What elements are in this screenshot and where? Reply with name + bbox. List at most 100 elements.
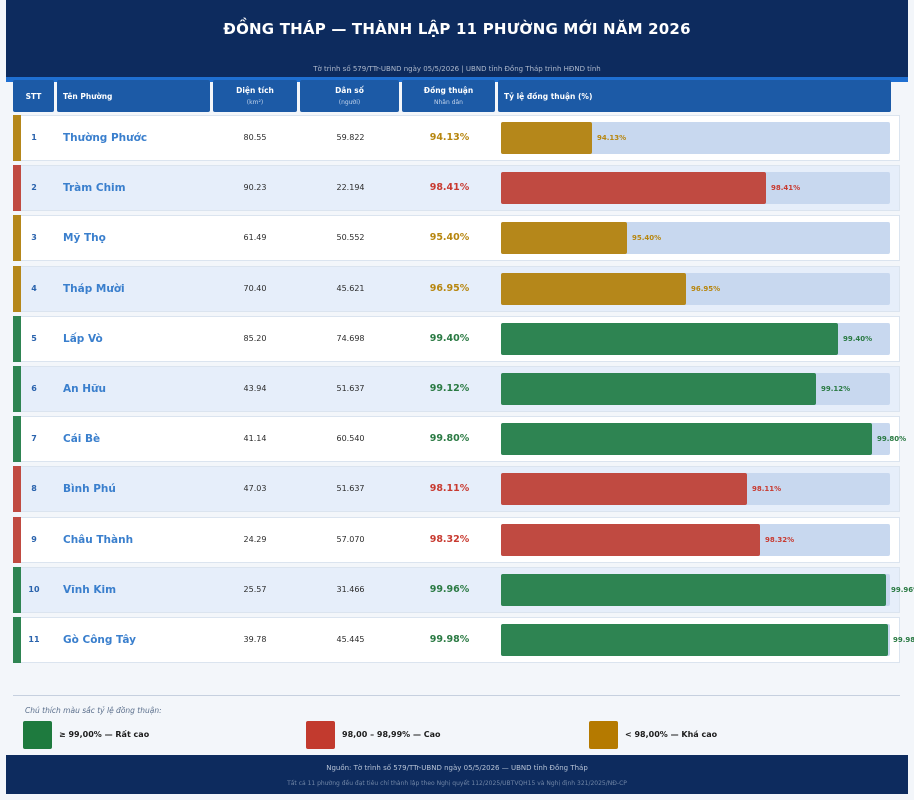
ward-name: Châu Thành [63, 533, 134, 546]
legend-label-high: 98,00 – 98,99% — Cao [342, 730, 441, 739]
column-header-consent: Đồng thuận Nhân dân [402, 80, 495, 112]
table-row: 7 Cái Bè 41.14 60.540 99.80% 99.80% [13, 416, 906, 463]
rate-bar [501, 523, 760, 556]
consent-rate: 95.40% [429, 232, 470, 244]
column-header-population: Dân số (người) [300, 80, 399, 112]
ward-name: Thường Phước [63, 132, 148, 144]
consent-rate: 99.40% [429, 332, 470, 344]
ward-population: 50.552 [336, 233, 365, 243]
footer-banner: Nguồn: Tờ trình số 579/TTr-UBND ngày 05/… [6, 755, 908, 794]
row-index: 1 [31, 133, 37, 142]
row-tier-stripe [13, 215, 21, 262]
ward-population: 74.698 [336, 333, 365, 343]
rate-bar-track: 99.98% [501, 624, 914, 656]
ward-area: 80.55 [243, 133, 267, 142]
consent-rate: 94.13% [429, 132, 470, 143]
row-index: 2 [31, 183, 37, 193]
legend-label-very-high: ≥ 99,00% — Rất cao [59, 730, 150, 739]
rate-bar-track: 96.95% [501, 272, 890, 305]
rate-bar-track: 98.32% [501, 523, 890, 556]
ward-name: Tràm Chim [63, 182, 126, 195]
table-row: 1 Thường Phước 80.55 59.822 94.13% 94.13% [13, 115, 900, 161]
table-row: 10 Vĩnh Kim 25.57 31.466 99.96% 99.96% [13, 566, 914, 613]
rate-bar [501, 373, 816, 405]
ward-area: 90.23 [243, 183, 267, 193]
ward-area: 85.20 [243, 333, 267, 343]
row-index: 9 [31, 534, 37, 544]
row-tier-stripe [13, 516, 21, 563]
rate-bar-label: 95.40% [632, 234, 662, 243]
rate-bar-label: 94.13% [597, 134, 627, 142]
legend-label-fair: < 98,00% — Khá cao [625, 730, 718, 739]
rate-bar [501, 172, 766, 205]
column-header-name: Tên Phường [57, 80, 210, 112]
rate-bar-label: 99.96% [891, 585, 914, 594]
table-row: 4 Tháp Mười 70.40 45.621 96.95% 96.95% [13, 265, 900, 312]
footer-note: Tất cả 11 phường đều đạt tiêu chí thành … [287, 780, 627, 787]
legend-divider [13, 695, 900, 696]
rate-bar-label: 98.32% [765, 535, 795, 544]
row-index: 7 [31, 434, 37, 444]
ward-area: 47.03 [243, 484, 267, 494]
rate-bar-track: 94.13% [501, 122, 890, 154]
ward-name: Tháp Mười [63, 282, 125, 295]
row-tier-stripe [13, 466, 21, 513]
ward-name: Mỹ Thọ [63, 232, 106, 245]
table-row: 3 Mỹ Thọ 61.49 50.552 95.40% 95.40% [13, 215, 900, 262]
rate-bar-label: 98.41% [771, 184, 801, 193]
ward-population: 51.637 [336, 384, 365, 393]
row-index: 3 [31, 233, 37, 243]
table-row: 9 Châu Thành 24.29 57.070 98.32% 98.32% [13, 516, 900, 563]
row-tier-stripe [13, 165, 21, 212]
ward-population: 22.194 [336, 183, 365, 193]
ward-population: 59.822 [336, 133, 365, 142]
legend-swatch-fair [589, 721, 618, 749]
rate-bar-track: 99.12% [501, 373, 890, 405]
column-header-area-label: Diện tích [236, 86, 274, 95]
ward-area: 70.40 [243, 283, 267, 293]
column-header-population-label: Dân số [335, 86, 364, 95]
ward-area: 24.29 [243, 534, 267, 544]
row-tier-stripe [13, 265, 21, 312]
ward-area: 61.49 [243, 233, 267, 243]
rate-bar-track: 98.41% [501, 172, 890, 205]
ward-population: 57.070 [336, 534, 365, 544]
column-header-consent-unit: Nhân dân [434, 99, 463, 106]
rate-bar-track: 98.11% [501, 473, 890, 506]
header-banner: ĐỒNG THÁP — THÀNH LẬP 11 PHƯỜNG MỚI NĂM … [6, 0, 908, 82]
row-index: 11 [28, 635, 40, 644]
row-tier-stripe [13, 115, 21, 161]
row-index: 8 [31, 484, 37, 494]
page-subtitle: Tờ trình số 579/TTr-UBND ngày 05/5/2026 … [313, 65, 601, 73]
ward-population: 45.621 [336, 283, 365, 293]
column-header-area: Diện tích (km²) [213, 80, 297, 112]
consent-rate: 98.11% [429, 483, 470, 495]
rate-bar [501, 222, 627, 255]
rate-bar [501, 322, 838, 355]
rate-bar [501, 473, 747, 506]
ward-name: Lấp Vò [63, 332, 103, 345]
ward-name: Vĩnh Kim [63, 583, 117, 596]
ward-population: 51.637 [336, 484, 365, 494]
table-row: 8 Bình Phú 47.03 51.637 98.11% 98.11% [13, 466, 900, 513]
rate-bar [501, 122, 592, 154]
rate-bar-label: 99.98% [893, 636, 914, 644]
table-row: 11 Gò Công Tây 39.78 45.445 99.98% 99.98% [13, 617, 914, 663]
legend-swatch-high [306, 721, 335, 749]
ward-area: 41.14 [243, 434, 267, 444]
column-header-name-label: Tên Phường [63, 92, 113, 101]
table-row: 5 Lấp Vò 85.20 74.698 99.40% 99.40% [13, 315, 900, 362]
rate-bar-label: 96.95% [691, 284, 721, 293]
ward-name: Cái Bè [63, 433, 101, 446]
rate-bar-track: 95.40% [501, 222, 890, 255]
column-header-rate-label: Tỷ lệ đồng thuận (%) [504, 92, 593, 101]
column-header-rate: Tỷ lệ đồng thuận (%) [498, 80, 891, 112]
rate-bar-label: 99.40% [843, 334, 873, 343]
legend-swatch-very-high [23, 721, 52, 749]
rate-bar-track: 99.96% [501, 573, 914, 606]
ward-name: An Hữu [63, 383, 106, 395]
ward-population: 45.445 [336, 635, 365, 644]
ward-population: 60.540 [336, 434, 365, 444]
rate-bar-track: 99.40% [501, 322, 890, 355]
ward-area: 43.94 [243, 384, 267, 393]
